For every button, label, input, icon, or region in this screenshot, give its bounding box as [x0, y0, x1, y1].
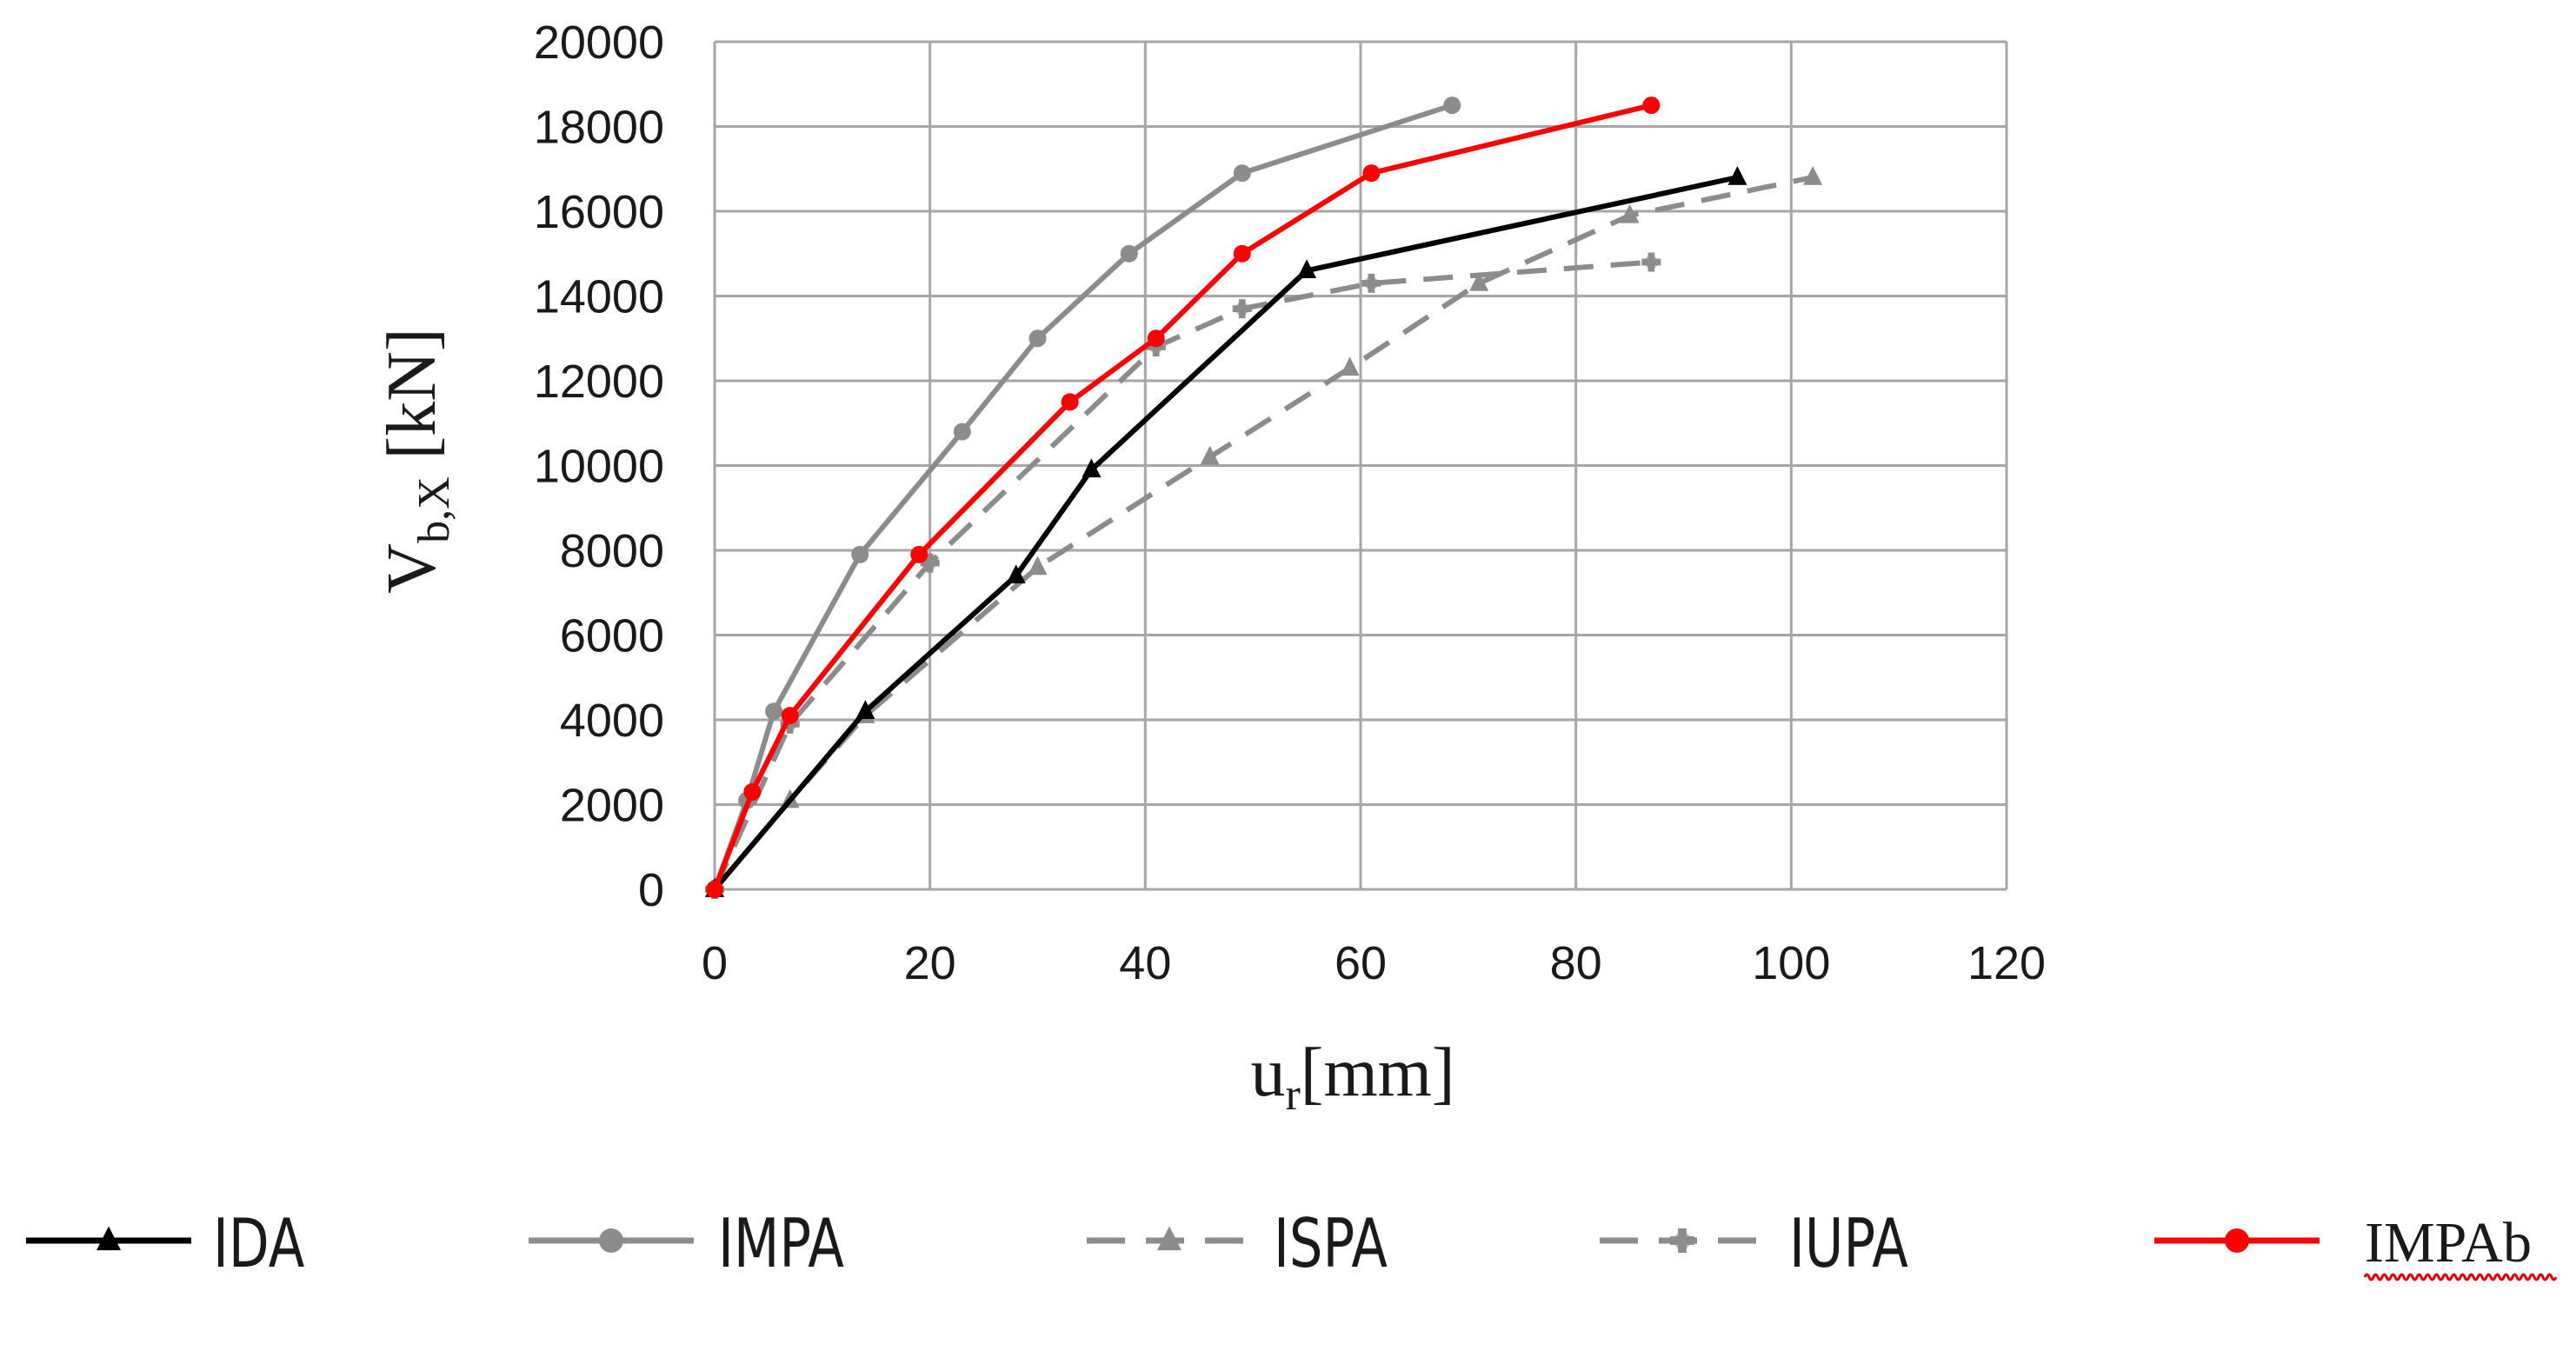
marker-bar — [1361, 273, 1381, 293]
x-tick-label: 40 — [1119, 937, 1171, 989]
x-tick-label: 80 — [1550, 937, 1602, 989]
y-tick-label: 10000 — [534, 441, 664, 493]
data-point-ispa — [1620, 203, 1640, 223]
y-tick-label: 16000 — [534, 186, 664, 238]
legend-item-impa: IMPA — [529, 1205, 844, 1283]
x-tick-label: 0 — [702, 937, 728, 989]
legend-item-ida: IDA — [26, 1205, 304, 1283]
y-axis-title: Vb,X [kN] — [374, 328, 459, 593]
spellcheck-underline — [2363, 1273, 2558, 1281]
legend-item-iupa: IUPA — [1600, 1205, 1908, 1283]
legend-swatch-marker — [1670, 1228, 1694, 1253]
x-axis-title-unit: [mm] — [1301, 1035, 1455, 1111]
x-tick-label: 100 — [1752, 937, 1830, 989]
y-tick-label: 0 — [638, 864, 664, 916]
x-axis-title: ur[mm] — [1250, 1035, 1454, 1120]
y-axis-title-sub: b,X — [409, 476, 459, 543]
data-point-impab — [1362, 164, 1381, 183]
x-tick-label: 60 — [1335, 937, 1387, 989]
y-tick-label: 2000 — [560, 780, 664, 832]
y-tick-label: 12000 — [534, 356, 664, 408]
data-point-ida — [1297, 259, 1317, 279]
series-layer — [705, 96, 1823, 899]
legend-swatch-marker — [1157, 1226, 1181, 1251]
legend-label: IDA — [213, 1205, 304, 1283]
legend-label: IMPAb — [2365, 1211, 2532, 1274]
x-tick-label: 20 — [904, 937, 956, 989]
marker-bar — [1670, 1228, 1694, 1253]
data-point-ida — [855, 700, 875, 720]
legend: IDA IMPA ISPA IUPA IMPAb — [26, 1205, 2558, 1283]
data-point-impab — [1642, 96, 1661, 115]
data-point-impab — [743, 782, 762, 801]
data-point-impa — [1443, 96, 1461, 115]
data-point-ispa — [1469, 271, 1489, 291]
series-impa — [706, 96, 1461, 898]
data-point-ispa — [1803, 166, 1823, 185]
series-line-ida — [712, 175, 1739, 891]
y-tick-label: 14000 — [534, 271, 664, 323]
data-point-ida — [1727, 166, 1747, 185]
x-axis-title-main: u — [1250, 1035, 1285, 1111]
data-point-impa — [851, 545, 869, 563]
data-point-impa — [765, 702, 783, 721]
data-point-impa — [1233, 164, 1251, 183]
data-point-iupa — [1361, 273, 1381, 293]
data-point-impa — [1120, 244, 1138, 263]
marker-bar — [1641, 252, 1661, 272]
legend-label: IMPA — [718, 1205, 844, 1283]
grid — [713, 40, 2008, 891]
legend-swatch-marker — [2225, 1228, 2249, 1253]
data-point-ispa — [1200, 445, 1220, 465]
axes: 0 2000 4000 6000 8000 10000 12000 14000 16000 180… — [534, 17, 2046, 989]
x-tick-label: 120 — [1967, 937, 2046, 989]
series-ispa — [705, 166, 1823, 897]
data-point-impab — [1061, 393, 1079, 411]
data-point-impa — [953, 423, 971, 441]
legend-label: ISPA — [1274, 1205, 1388, 1283]
y-axis-title-unit: [kN] — [374, 328, 450, 476]
y-tick-label: 6000 — [560, 610, 664, 662]
data-point-impa — [1028, 329, 1047, 348]
data-point-impab — [910, 545, 929, 563]
legend-swatch-marker — [97, 1226, 121, 1251]
legend-item-impab: IMPAb — [2154, 1211, 2558, 1281]
legend-label: IUPA — [1789, 1205, 1908, 1283]
data-point-iupa — [1232, 299, 1252, 319]
series-impab — [706, 96, 1661, 898]
series-ida — [705, 166, 1747, 897]
data-point-impab — [1147, 329, 1165, 348]
data-point-impab — [1233, 244, 1251, 263]
data-point-ida — [1082, 458, 1102, 478]
y-axis-title-main: V — [374, 543, 450, 594]
marker-bar — [1232, 299, 1252, 319]
data-point-iupa — [1641, 252, 1661, 272]
legend-item-ispa: ISPA — [1087, 1205, 1388, 1283]
data-point-impab — [781, 707, 799, 725]
series-line-impab — [712, 103, 1653, 891]
data-point-impab — [706, 881, 723, 898]
data-point-ida — [1006, 564, 1026, 584]
x-axis-title-sub: r — [1285, 1070, 1300, 1120]
data-point-ispa — [1028, 556, 1048, 576]
series-line-impa — [712, 103, 1454, 891]
y-tick-label: 18000 — [534, 102, 664, 154]
series-line-iupa — [712, 259, 1652, 891]
y-tick-label: 8000 — [560, 525, 664, 577]
y-tick-label: 20000 — [534, 17, 664, 69]
data-point-ispa — [1340, 356, 1360, 376]
legend-swatch-marker — [599, 1228, 623, 1253]
y-tick-label: 4000 — [560, 695, 664, 747]
